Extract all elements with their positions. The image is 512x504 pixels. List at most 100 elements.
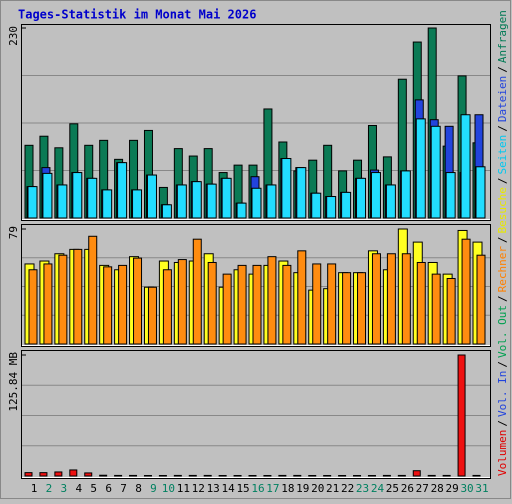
legend-separator: / xyxy=(496,177,509,184)
x-tick-label: 8 xyxy=(135,482,142,495)
legend-label: Rechner xyxy=(496,246,509,293)
bar xyxy=(387,254,395,344)
bar xyxy=(238,265,246,344)
bar xyxy=(386,185,395,218)
legend-label: Anfragen xyxy=(496,10,509,63)
bar xyxy=(294,475,301,476)
x-tick-label: 24 xyxy=(371,482,385,495)
x-tick-label: 3 xyxy=(61,482,68,495)
x-tick-label: 31 xyxy=(475,482,488,495)
bar xyxy=(148,287,156,344)
x-tick-label: 30 xyxy=(460,482,473,495)
bar xyxy=(74,249,82,344)
x-tick-label: 4 xyxy=(75,482,82,495)
x-tick-label: 18 xyxy=(281,482,294,495)
bar xyxy=(119,265,127,344)
bar xyxy=(43,173,52,218)
x-tick-label: 7 xyxy=(120,482,127,495)
x-tick-label: 26 xyxy=(401,482,414,495)
bar xyxy=(223,274,231,344)
x-tick-label: 15 xyxy=(236,482,249,495)
bar xyxy=(59,255,67,344)
bar xyxy=(163,270,171,344)
bar xyxy=(372,254,380,344)
y-tick-label: 79 xyxy=(7,226,20,239)
bar xyxy=(28,187,37,218)
chart-title: Tages-Statistik im Monat Mai 2026 xyxy=(18,8,256,22)
bar xyxy=(134,258,142,344)
x-tick-label: 11 xyxy=(177,482,190,495)
x-tick-label: 14 xyxy=(222,482,236,495)
bar xyxy=(431,126,440,218)
x-tick-label: 20 xyxy=(311,482,324,495)
bar xyxy=(162,205,171,218)
bar xyxy=(473,475,480,476)
legend-separator: / xyxy=(496,295,509,302)
bar xyxy=(342,192,351,218)
bar xyxy=(458,355,465,476)
bar xyxy=(207,184,216,218)
bar xyxy=(147,175,156,218)
bar xyxy=(417,262,425,344)
legend-separator: / xyxy=(496,66,509,73)
bar xyxy=(358,273,366,344)
bar xyxy=(462,239,470,344)
legend: Volumen/Vol. In/Vol. Out/Rechner/Besuche… xyxy=(496,10,509,476)
bar xyxy=(130,475,137,476)
bar xyxy=(416,119,425,218)
bar xyxy=(40,473,47,476)
x-tick-label: 5 xyxy=(90,482,97,495)
bar xyxy=(88,178,97,218)
bar xyxy=(252,188,261,218)
bar xyxy=(413,471,420,476)
bar xyxy=(476,167,485,218)
x-tick-label: 1 xyxy=(31,482,38,495)
bar xyxy=(29,270,37,344)
bar xyxy=(357,178,366,218)
bar xyxy=(268,257,276,344)
bar xyxy=(44,264,52,344)
bar xyxy=(447,278,455,344)
bar xyxy=(297,168,306,218)
bar xyxy=(446,173,455,218)
x-tick-label: 22 xyxy=(341,482,354,495)
legend-label: Besuche xyxy=(496,187,509,233)
x-tick-label: 6 xyxy=(105,482,112,495)
legend-label: Vol. In xyxy=(496,371,509,417)
bar xyxy=(371,173,380,218)
legend-separator: / xyxy=(496,236,509,243)
bar xyxy=(237,203,246,218)
bar xyxy=(100,475,107,476)
bar xyxy=(328,264,336,344)
x-tick-label: 13 xyxy=(207,482,220,495)
x-tick-label: 10 xyxy=(162,482,175,495)
bar xyxy=(343,273,351,344)
bar xyxy=(208,262,216,344)
bar xyxy=(189,475,196,476)
x-tick-label: 17 xyxy=(266,482,279,495)
bar xyxy=(279,475,286,476)
bar xyxy=(58,185,67,218)
bar xyxy=(477,255,485,344)
x-tick-label: 2 xyxy=(46,482,53,495)
x-tick-label: 16 xyxy=(251,482,264,495)
bar xyxy=(174,475,181,476)
bar xyxy=(401,171,410,218)
bar xyxy=(85,473,92,476)
bar xyxy=(443,475,450,476)
legend-label: Dateien xyxy=(496,76,509,122)
bar xyxy=(177,185,186,218)
x-tick-label: 25 xyxy=(386,482,399,495)
bar xyxy=(283,265,291,344)
bar xyxy=(103,190,112,218)
bar xyxy=(267,185,276,218)
bar xyxy=(55,472,62,476)
x-tick-label: 21 xyxy=(326,482,339,495)
x-tick-label: 19 xyxy=(296,482,309,495)
legend-label: Seiten xyxy=(496,135,509,175)
bar xyxy=(73,173,82,218)
x-tick-label: 29 xyxy=(446,482,459,495)
bar xyxy=(70,470,77,476)
bar xyxy=(25,473,32,476)
bar xyxy=(89,236,97,344)
